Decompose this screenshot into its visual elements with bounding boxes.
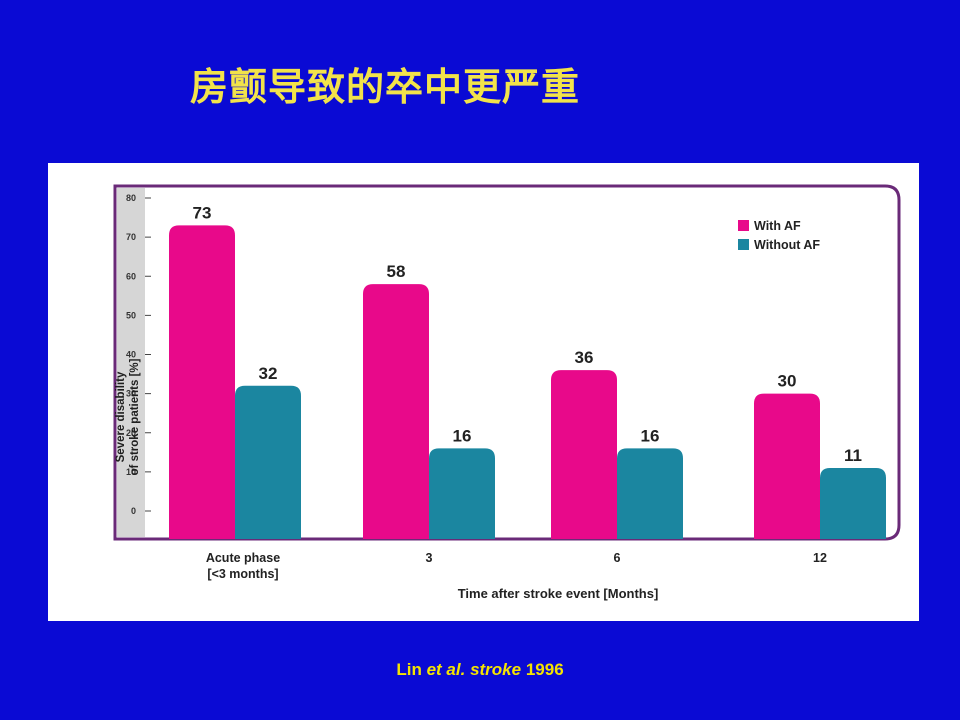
citation-year: 1996 [525,660,564,679]
citation-etal: et al. [426,660,466,679]
x-axis-title: Time after stroke event [Months] [458,586,659,601]
x-tick-label-0-line2: [<3 months] [207,567,278,581]
data-label-with-af-2: 36 [575,348,594,367]
y-axis-title: Severe disability of stroke patients [%] [114,347,142,487]
y-tick-label-40: 40 [126,350,136,360]
bar-with-af-0 [169,225,235,539]
data-label-with-af-3: 30 [778,372,797,391]
y-tick-label-70: 70 [126,232,136,242]
bar-without-af-3 [820,467,886,539]
x-tick-label-1: 3 [426,551,433,565]
y-tick-label-0: 0 [131,506,136,516]
data-label-without-af-1: 16 [453,426,472,445]
y-tick-label-30: 30 [126,389,136,399]
data-label-without-af-3: 11 [844,446,862,465]
data-label-with-af-0: 73 [193,203,212,222]
bar-with-af-1 [363,284,429,539]
bar-with-af-2 [551,370,617,539]
legend-swatch-without-af [738,239,749,250]
legend-swatch-with-af [738,220,749,231]
data-label-without-af-0: 32 [259,364,278,383]
bar-with-af-3 [754,393,820,539]
legend-label-without-af: Without AF [754,238,820,252]
slide-title: 房颤导致的卒中更严重 [190,64,581,109]
bar-without-af-1 [429,448,495,539]
bar-without-af-0 [235,385,301,539]
plot-frame [113,184,901,541]
citation-journal: stroke [470,660,522,679]
data-label-without-af-2: 16 [641,426,660,445]
bar-without-af-2 [617,448,683,539]
x-tick-label-3: 12 [813,551,827,565]
y-axis-band [117,188,145,537]
y-tick-label-20: 20 [126,428,136,438]
x-tick-label-0-line1: Acute phase [206,551,280,565]
y-tick-label-60: 60 [126,271,136,281]
legend-label-with-af: With AF [754,219,801,233]
x-tick-label-2: 6 [614,551,621,565]
y-tick-label-10: 10 [126,467,136,477]
y-tick-label-80: 80 [126,193,136,203]
y-tick-label-50: 50 [126,310,136,320]
citation: Lin et al. stroke 1996 [0,660,960,680]
y-axis-title-line1: Severe disability [115,371,127,463]
chart-panel: 0 10 20 30 40 50 60 70 80 73 58 36 30 32 16 16 11 Acute p… [48,163,919,621]
y-axis-title-line2: of stroke patients [%] [129,358,141,476]
data-label-with-af-1: 58 [387,262,406,281]
citation-author: Lin [396,660,422,679]
